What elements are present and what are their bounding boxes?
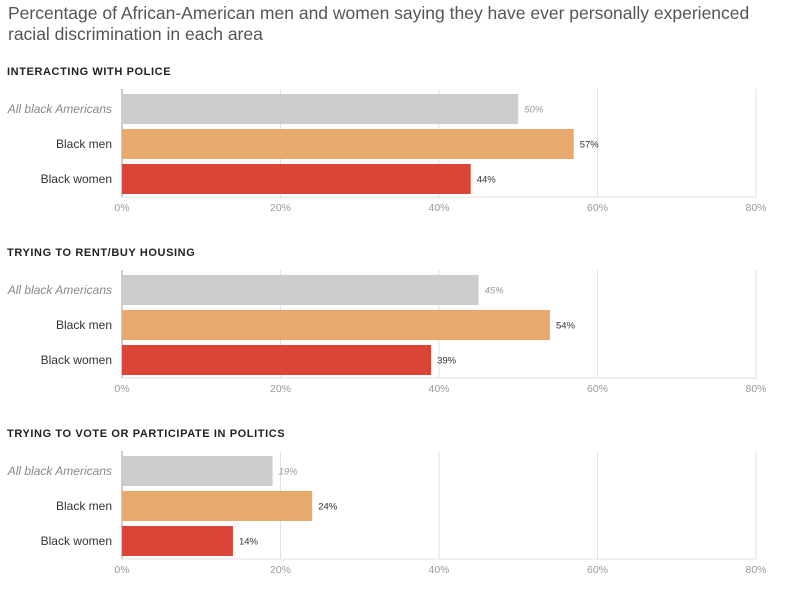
bar-chart-politics: 0% 20% 40% 60% 80% All black Americans 19% Blac…	[7, 451, 767, 576]
tick-label: 0%	[114, 383, 129, 395]
tick-label: 20%	[270, 564, 291, 576]
tick-label: 80%	[745, 564, 766, 576]
tick-label: 20%	[270, 202, 291, 214]
data-label: 57%	[580, 140, 600, 151]
bar	[122, 526, 233, 556]
data-label: 39%	[437, 356, 457, 367]
tick-label: 60%	[587, 202, 608, 214]
bar	[122, 310, 550, 340]
bar	[122, 164, 471, 194]
bar-chart-police: 0% 20% 40% 60% 80% All black Americans 50% Blac…	[7, 89, 767, 214]
bar	[122, 491, 313, 521]
panel-title: INTERACTING WITH POLICE	[7, 66, 172, 78]
panel-title: TRYING TO VOTE OR PARTICIPATE IN POLITIC…	[7, 428, 286, 440]
bar	[122, 345, 432, 375]
category-label: Black women	[41, 353, 112, 367]
category-label: Black women	[41, 534, 112, 548]
data-label: 19%	[279, 467, 299, 478]
data-label: 45%	[485, 286, 505, 297]
bar	[122, 129, 574, 159]
bar	[122, 275, 479, 305]
tick-label: 40%	[428, 202, 449, 214]
panel-housing: TRYING TO RENT/BUY HOUSING 0% 20% 40% 60% 80…	[0, 247, 788, 422]
category-label: Black men	[56, 318, 112, 332]
panel-title: TRYING TO RENT/BUY HOUSING	[7, 247, 196, 259]
data-label: 50%	[524, 105, 544, 116]
data-label: 14%	[239, 537, 259, 548]
category-label: All black Americans	[7, 464, 112, 478]
bar-chart-housing: 0% 20% 40% 60% 80% All black Americans 45% Blac…	[7, 270, 767, 395]
panel-politics: TRYING TO VOTE OR PARTICIPATE IN POLITIC…	[0, 428, 788, 603]
data-label: 24%	[318, 502, 338, 513]
tick-label: 80%	[745, 202, 766, 214]
bar	[122, 456, 273, 486]
category-label: Black men	[56, 137, 112, 151]
chart-title: Percentage of African-American men and w…	[8, 3, 750, 44]
category-label: All black Americans	[7, 283, 112, 297]
data-label: 44%	[477, 175, 497, 186]
tick-label: 20%	[270, 383, 291, 395]
data-label: 54%	[556, 321, 576, 332]
bar	[122, 94, 519, 124]
category-label: All black Americans	[7, 102, 112, 116]
tick-label: 40%	[428, 564, 449, 576]
tick-label: 40%	[428, 383, 449, 395]
tick-label: 0%	[114, 202, 129, 214]
tick-label: 60%	[587, 383, 608, 395]
panel-police: INTERACTING WITH POLICE 0% 20% 40% 60% 80% Al…	[0, 66, 788, 241]
tick-label: 60%	[587, 564, 608, 576]
category-label: Black men	[56, 499, 112, 513]
tick-label: 80%	[745, 383, 766, 395]
tick-label: 0%	[114, 564, 129, 576]
category-label: Black women	[41, 172, 112, 186]
